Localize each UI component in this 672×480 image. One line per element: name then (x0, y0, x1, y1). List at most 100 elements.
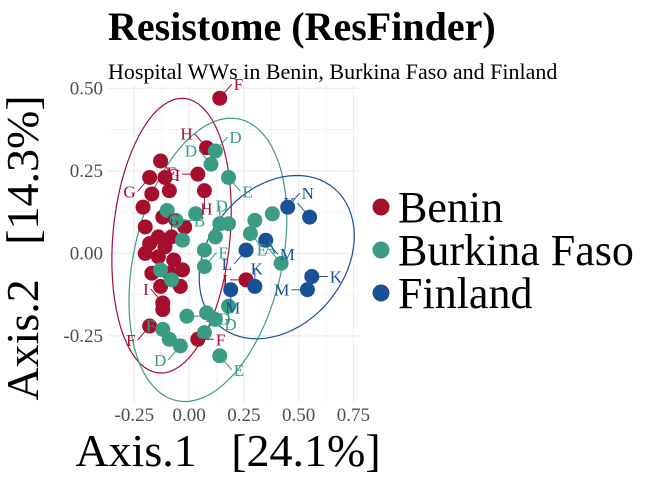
point-label: E (234, 361, 244, 380)
point-burkina-faso (207, 229, 223, 245)
label-connector (156, 324, 170, 340)
point-burkina-faso (264, 206, 280, 222)
label-connector (214, 136, 228, 152)
legend-key (372, 241, 390, 259)
label-connector (204, 318, 217, 333)
y-tick-label: 0.25 (70, 161, 103, 182)
point-label: I (175, 166, 181, 185)
y-axis-title: Axis.2 [14.3%] (0, 95, 48, 400)
point-label: K (330, 268, 343, 287)
label-connector (219, 355, 233, 371)
point-label: A (264, 239, 277, 258)
x-tick-label: 0.25 (227, 405, 260, 426)
x-tick-label: -0.25 (115, 405, 155, 426)
legend-label: Benin (398, 183, 503, 232)
point-label: K (251, 259, 264, 278)
x-tick-label: 0.50 (282, 405, 315, 426)
label-connector (160, 160, 173, 176)
y-tick-label: 0.50 (70, 78, 103, 99)
point-label: F (167, 164, 176, 183)
point-burkina-faso (221, 216, 237, 232)
ellipse-finland (198, 174, 355, 340)
point-label: E (218, 244, 228, 263)
label-connector (167, 345, 181, 361)
point-label: D (154, 351, 166, 370)
label-connector (250, 233, 263, 248)
point-label: M (225, 299, 240, 318)
label-connector (219, 83, 233, 99)
point-label: M (280, 245, 295, 264)
point-benin (137, 245, 153, 261)
label-connector (137, 177, 151, 192)
x-tick-label: 0.00 (172, 405, 205, 426)
y-tick-label: -0.25 (63, 326, 103, 347)
x-axis-title: Axis.1 [24.1%] (75, 425, 380, 476)
point-burkina-faso (247, 212, 263, 228)
point-label: F (146, 316, 155, 335)
point-label: G (168, 165, 180, 184)
point-label: E (205, 307, 215, 326)
label-connector (268, 248, 282, 264)
point-benin (175, 262, 191, 278)
point-burkina-faso (164, 272, 180, 288)
label-connector (287, 192, 301, 208)
label-connector (150, 288, 164, 304)
point-label: D (229, 128, 241, 147)
legend-label: Finland (398, 269, 532, 318)
point-label: G (123, 182, 135, 201)
label-connector (198, 149, 212, 165)
point-label: E (257, 240, 267, 259)
point-label: D (218, 310, 230, 329)
point-label: I (222, 271, 228, 290)
label-connector (137, 325, 151, 341)
point-label: B (194, 211, 205, 230)
point-benin (150, 249, 166, 265)
point-label: D (185, 141, 197, 160)
legend-key (372, 284, 390, 302)
axis-ticks: -0.25 0.00 0.25 0.50 0.75 -0.25 0.00 0.25 0.50 (63, 78, 370, 426)
point-benin (144, 186, 160, 202)
label-connector (265, 239, 279, 255)
point-label: F (126, 331, 135, 350)
label-connector (204, 252, 217, 267)
point-label: H (180, 125, 192, 144)
point-label: G (167, 210, 179, 229)
point-label: I (143, 280, 149, 299)
point-label: H (200, 200, 212, 219)
point-benin (153, 278, 169, 294)
point-label: E (243, 182, 253, 201)
point-benin (166, 252, 182, 268)
point-label: D (224, 315, 236, 334)
legend-key (372, 198, 390, 216)
label-connector (233, 249, 247, 265)
point-label: F (216, 330, 225, 349)
legend-label: Burkina Faso (398, 226, 634, 275)
label-connector (194, 133, 207, 149)
point-benin (155, 302, 171, 318)
point-label: L (222, 255, 232, 274)
ellipse-burkina-faso (128, 117, 288, 403)
point-label: N (302, 184, 314, 203)
point-burkina-faso (175, 232, 191, 248)
x-tick-label: 0.75 (337, 405, 370, 426)
point-benin (137, 219, 153, 235)
point-burkina-faso (196, 242, 212, 258)
point-burkina-faso (188, 206, 204, 222)
point-burkina-faso (159, 202, 175, 218)
label-connector (297, 202, 310, 218)
grid (108, 85, 360, 402)
point-label: D (216, 197, 228, 216)
point-label: F (234, 75, 243, 94)
chart-title: Resistome (ResFinder) (108, 4, 496, 49)
point-label: K (283, 194, 296, 213)
point-benin (135, 199, 151, 215)
label-connector (228, 177, 241, 192)
y-tick-label: 0.00 (70, 243, 103, 264)
point-benin (157, 169, 173, 185)
point-burkina-faso (153, 262, 169, 278)
chart-subtitle: Hospital WWs in Benin, Burkina Faso and … (108, 59, 557, 84)
point-label: M (274, 281, 289, 300)
